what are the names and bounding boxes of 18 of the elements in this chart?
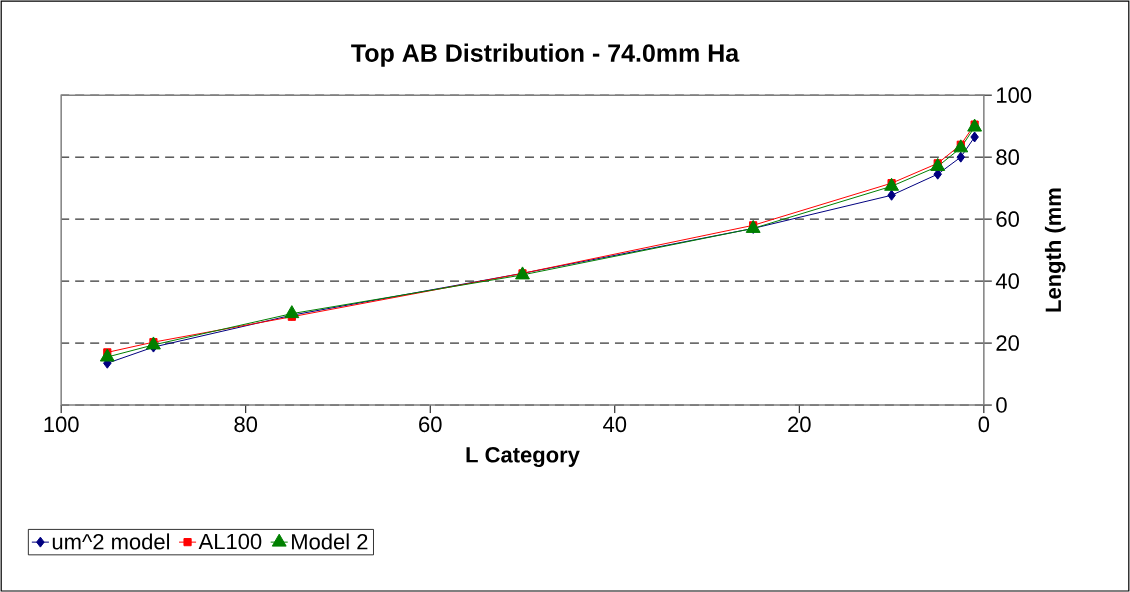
chart-title: Top AB Distribution - 74.0mm Ha [351,43,740,67]
y-tick-label: 0 [996,397,1007,413]
x-tick-label: 60 [419,416,442,433]
x-axis-title: L Category [466,446,580,467]
y-tick-label: 80 [996,149,1019,165]
legend-label: Model 2 [292,533,368,550]
legend-label: um^2 model [52,533,170,550]
y-tick-label: 20 [996,335,1019,351]
x-tick-label: 100 [44,416,79,433]
x-tick-label: 80 [234,416,258,433]
y-axis-title: Length (mm [1044,188,1066,312]
x-tick-label: 20 [788,416,811,433]
legend-label: AL100 [198,533,262,550]
x-tick-label: 0 [978,416,990,433]
y-tick-label: 60 [996,211,1019,227]
x-tick-label: 40 [603,416,627,433]
y-tick-label: 100 [997,87,1032,103]
y-tick-label: 40 [995,273,1019,289]
